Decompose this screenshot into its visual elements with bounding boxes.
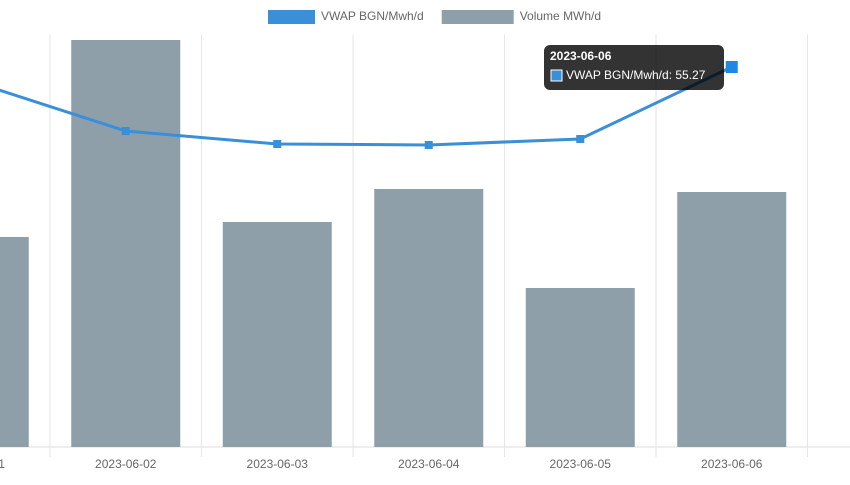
point[interactable] [725,61,738,74]
x-tick-label: 2023-06-04 [398,457,460,471]
tooltip-swatch [550,69,563,82]
point[interactable] [576,135,585,143]
point[interactable] [121,127,130,136]
lines [0,61,738,149]
legend-label: Volume MWh/d [520,9,601,23]
bar [222,221,332,447]
bar [525,287,635,447]
legend-swatch [268,10,315,24]
legend: VWAP BGN/Mwh/d Volume MWh/d [268,9,601,24]
tooltip: 2023-06-06 VWAP BGN/Mwh/d: 55.27 [544,45,724,90]
bar [677,192,787,447]
x-tick-label: 2023-06-01 [0,457,5,471]
bar [0,236,29,447]
tooltip-label: VWAP BGN/Mwh/d: 55.27 [566,68,706,82]
tooltip-sep: : [669,68,676,82]
x-tick-label: 2023-06-06 [701,457,763,471]
bar [71,40,181,447]
bars [0,40,787,447]
x-tick-label: 2023-06-05 [550,457,612,471]
x-tick-label: 2023-06-03 [247,457,309,471]
x-tick-label: 2023-06-02 [95,457,157,471]
tooltip-series: VWAP BGN/Mwh/d [566,68,669,82]
tooltip-box [544,45,724,90]
bar [374,188,484,447]
point[interactable] [273,140,282,149]
grid: 2023-06-01 2023-06-02 2023-06-03 2023-06-04… [0,34,850,471]
point[interactable] [424,140,433,149]
tooltip-value: 55.27 [675,68,705,82]
tooltip-title: 2023-06-06 [550,49,612,63]
legend-label: VWAP BGN/Mwh/d [321,9,424,23]
legend-item[interactable]: Volume MWh/d [441,9,601,24]
legend-swatch [441,10,514,24]
legend-item[interactable]: VWAP BGN/Mwh/d [268,9,424,24]
line [0,65,733,147]
